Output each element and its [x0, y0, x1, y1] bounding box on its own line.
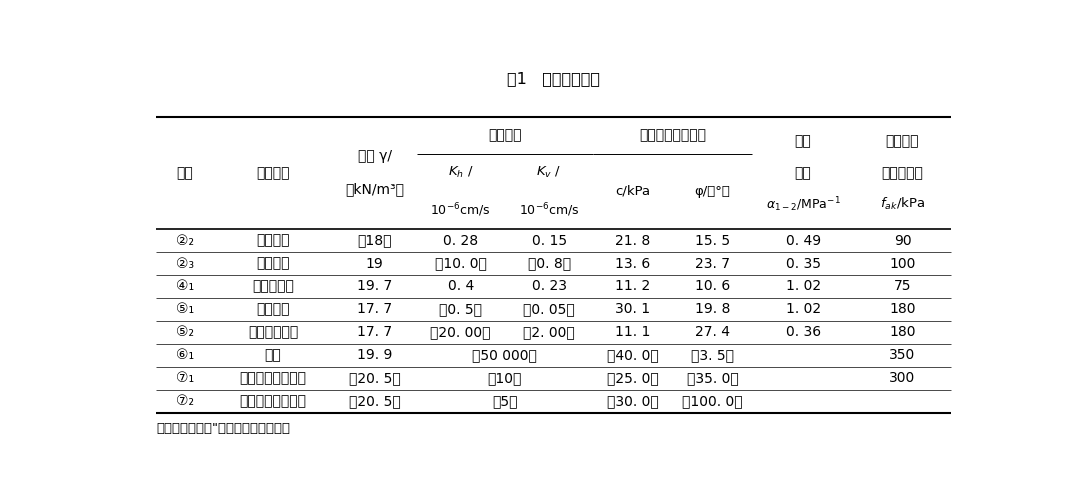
Text: 渗透系数: 渗透系数: [488, 128, 522, 142]
Text: 17. 7: 17. 7: [357, 325, 392, 339]
Text: c/kPa: c/kPa: [616, 185, 650, 198]
Text: 75: 75: [894, 280, 912, 294]
Text: 0. 15: 0. 15: [531, 234, 567, 247]
Text: 13. 6: 13. 6: [616, 257, 650, 270]
Text: 淤泥质黏土: 淤泥质黏土: [252, 280, 294, 294]
Text: ⑤₂: ⑤₂: [176, 325, 193, 339]
Text: 21. 8: 21. 8: [616, 234, 650, 247]
Text: （20. 5）: （20. 5）: [349, 372, 401, 385]
Text: 15. 5: 15. 5: [694, 234, 730, 247]
Text: $K_h$ /: $K_h$ /: [448, 165, 473, 180]
Text: ）100. 0）: ）100. 0）: [683, 394, 743, 408]
Text: 19. 9: 19. 9: [356, 348, 392, 362]
Text: 30. 1: 30. 1: [616, 302, 650, 317]
Text: 剪切指标（固快）: 剪切指标（固快）: [639, 128, 706, 142]
Text: ）40. 0）: ）40. 0）: [607, 348, 659, 362]
Text: 表1   土层地质参数: 表1 土层地质参数: [507, 72, 600, 87]
Text: （0. 5）: （0. 5）: [440, 302, 483, 317]
Text: $10^{-6}$cm/s: $10^{-6}$cm/s: [518, 201, 579, 219]
Text: ⑥₁: ⑥₁: [176, 348, 193, 362]
Text: 圆砾: 圆砾: [265, 348, 282, 362]
Text: 0. 28: 0. 28: [443, 234, 478, 247]
Text: ）50 000）: ）50 000）: [472, 348, 538, 362]
Text: 系数: 系数: [795, 166, 811, 180]
Text: $\alpha_{1-2}$/MPa$^{-1}$: $\alpha_{1-2}$/MPa$^{-1}$: [766, 195, 840, 214]
Text: （0. 8）: （0. 8）: [527, 257, 570, 270]
Text: ②₃: ②₃: [176, 257, 193, 270]
Text: 重度 γ/: 重度 γ/: [357, 149, 392, 163]
Text: ）10）: ）10）: [488, 372, 522, 385]
Text: 1. 02: 1. 02: [785, 302, 821, 317]
Text: 土层名称: 土层名称: [256, 166, 289, 180]
Text: 地基土承: 地基土承: [886, 134, 919, 149]
Text: 23. 7: 23. 7: [696, 257, 730, 270]
Text: 含砂粉质黏土: 含砂粉质黏土: [248, 325, 298, 339]
Text: ⑦₁: ⑦₁: [176, 372, 193, 385]
Text: 粉质黏土: 粉质黏土: [256, 234, 289, 247]
Text: 10. 6: 10. 6: [694, 280, 730, 294]
Text: （20. 00）: （20. 00）: [431, 325, 491, 339]
Text: 粉质黏土: 粉质黏土: [256, 302, 289, 317]
Text: 11. 2: 11. 2: [616, 280, 650, 294]
Text: 黏质粉土: 黏质粉土: [256, 257, 289, 270]
Text: 180: 180: [889, 325, 916, 339]
Text: 300: 300: [889, 372, 916, 385]
Text: ④₁: ④₁: [176, 280, 193, 294]
Text: 强风化泥质粉砂岩: 强风化泥质粉砂岩: [240, 372, 307, 385]
Text: ）3. 5）: ）3. 5）: [691, 348, 734, 362]
Text: 350: 350: [889, 348, 916, 362]
Text: 载力特征值: 载力特征值: [881, 166, 923, 180]
Text: 19. 8: 19. 8: [694, 302, 730, 317]
Text: （0. 05）: （0. 05）: [523, 302, 575, 317]
Text: 19. 7: 19. 7: [357, 280, 392, 294]
Text: 压缩: 压缩: [795, 134, 811, 149]
Text: $10^{-6}$cm/s: $10^{-6}$cm/s: [431, 201, 491, 219]
Text: 0. 4: 0. 4: [447, 280, 474, 294]
Text: （18）: （18）: [357, 234, 392, 247]
Text: 0. 49: 0. 49: [785, 234, 821, 247]
Text: ⑤₁: ⑤₁: [176, 302, 193, 317]
Text: ）2. 00）: ）2. 00）: [523, 325, 575, 339]
Text: ）30. 0）: ）30. 0）: [607, 394, 659, 408]
Text: 层号: 层号: [176, 166, 193, 180]
Text: 180: 180: [889, 302, 916, 317]
Text: $f_{ak}$/kPa: $f_{ak}$/kPa: [880, 196, 924, 212]
Text: 0. 23: 0. 23: [531, 280, 567, 294]
Text: （20. 5）: （20. 5）: [349, 394, 401, 408]
Text: 0. 35: 0. 35: [785, 257, 821, 270]
Text: 11. 1: 11. 1: [616, 325, 651, 339]
Text: （kN/m³）: （kN/m³）: [346, 183, 404, 197]
Text: 0. 36: 0. 36: [785, 325, 821, 339]
Text: ②₂: ②₂: [176, 234, 193, 247]
Text: $K_v$ /: $K_v$ /: [537, 165, 562, 180]
Text: 90: 90: [893, 234, 912, 247]
Text: ）5）: ）5）: [492, 394, 517, 408]
Text: ）35. 0）: ）35. 0）: [687, 372, 739, 385]
Text: ）25. 0）: ）25. 0）: [607, 372, 659, 385]
Text: 27. 4: 27. 4: [696, 325, 730, 339]
Text: 100: 100: [889, 257, 916, 270]
Text: 17. 7: 17. 7: [357, 302, 392, 317]
Text: （10. 0）: （10. 0）: [435, 257, 487, 270]
Text: 1. 02: 1. 02: [785, 280, 821, 294]
Text: φ/（°）: φ/（°）: [694, 185, 730, 198]
Text: 注：表中加（）"的数值为经验取值。: 注：表中加（）"的数值为经验取值。: [156, 422, 289, 435]
Text: 19: 19: [366, 257, 383, 270]
Text: ⑦₂: ⑦₂: [176, 394, 193, 408]
Text: 中风化泥质粉砂岩: 中风化泥质粉砂岩: [240, 394, 307, 408]
